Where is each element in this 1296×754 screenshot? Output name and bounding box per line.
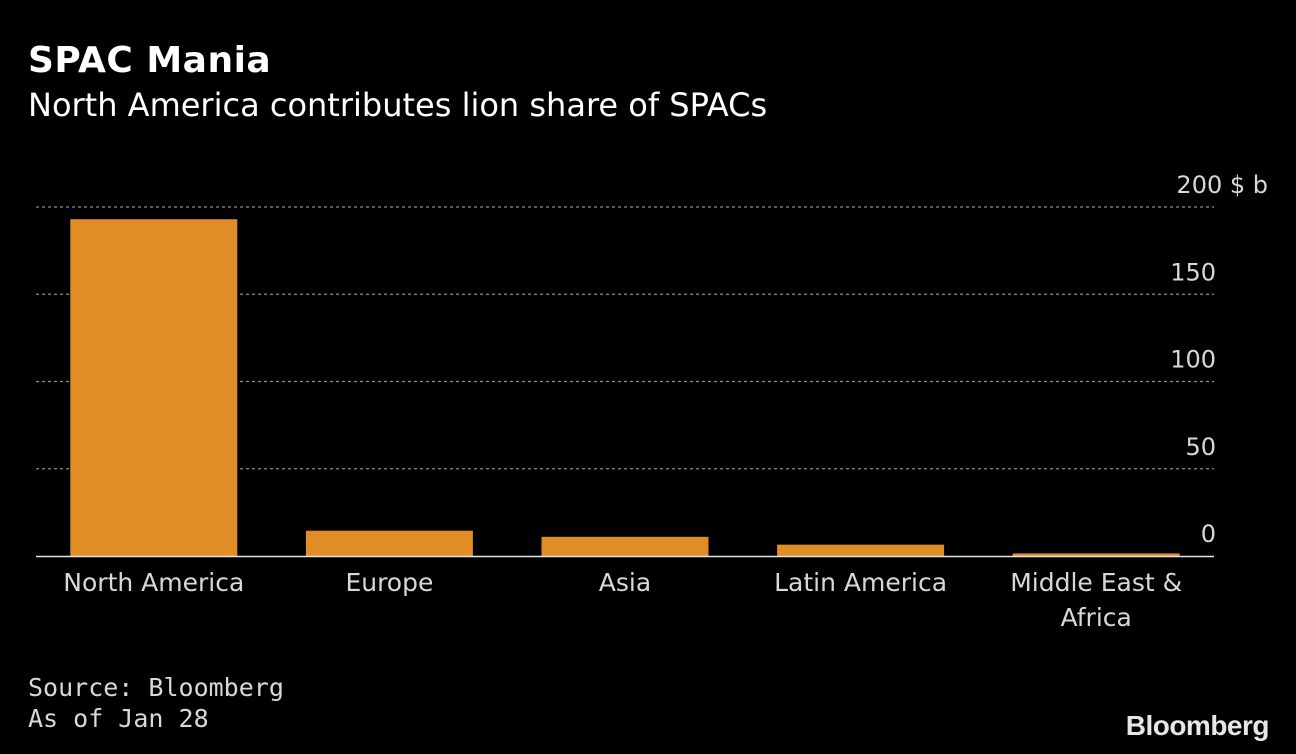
x-axis-labels: North America Europe Asia Latin America Midd… xyxy=(63,568,1182,632)
source-text: Source: Bloomberg xyxy=(28,673,284,702)
y-tick-label: 0 xyxy=(1201,520,1216,548)
bar-europe xyxy=(305,530,473,556)
bloomberg-logo: Bloomberg xyxy=(1125,710,1270,741)
source-note: Source: Bloomberg As of Jan 28 xyxy=(28,672,284,734)
y-axis-ticks: 0 50 100 150 200 $ b xyxy=(1170,171,1268,548)
y-tick-label: 50 xyxy=(1185,433,1216,461)
chart-subtitle: North America contributes lion share of … xyxy=(28,86,768,124)
bar-latin-america xyxy=(777,544,945,556)
bars xyxy=(70,219,1180,556)
y-tick-label: 200 $ b xyxy=(1176,171,1268,199)
x-tick-label: Europe xyxy=(345,568,433,597)
gridlines xyxy=(36,206,1214,470)
x-tick-label: North America xyxy=(63,568,244,597)
chart-title: SPAC Mania xyxy=(28,40,272,81)
date-note: As of Jan 28 xyxy=(28,704,209,733)
y-tick-label: 100 xyxy=(1170,346,1216,374)
x-tick-label: Latin America xyxy=(774,568,947,597)
bar-middle-east-africa xyxy=(1012,553,1180,556)
x-tick-label: Asia xyxy=(599,568,651,597)
bar-north-america xyxy=(70,219,238,556)
bar-asia xyxy=(541,536,709,556)
y-tick-label: 150 xyxy=(1170,258,1216,286)
x-tick-label: Middle East & Africa xyxy=(1010,568,1182,632)
